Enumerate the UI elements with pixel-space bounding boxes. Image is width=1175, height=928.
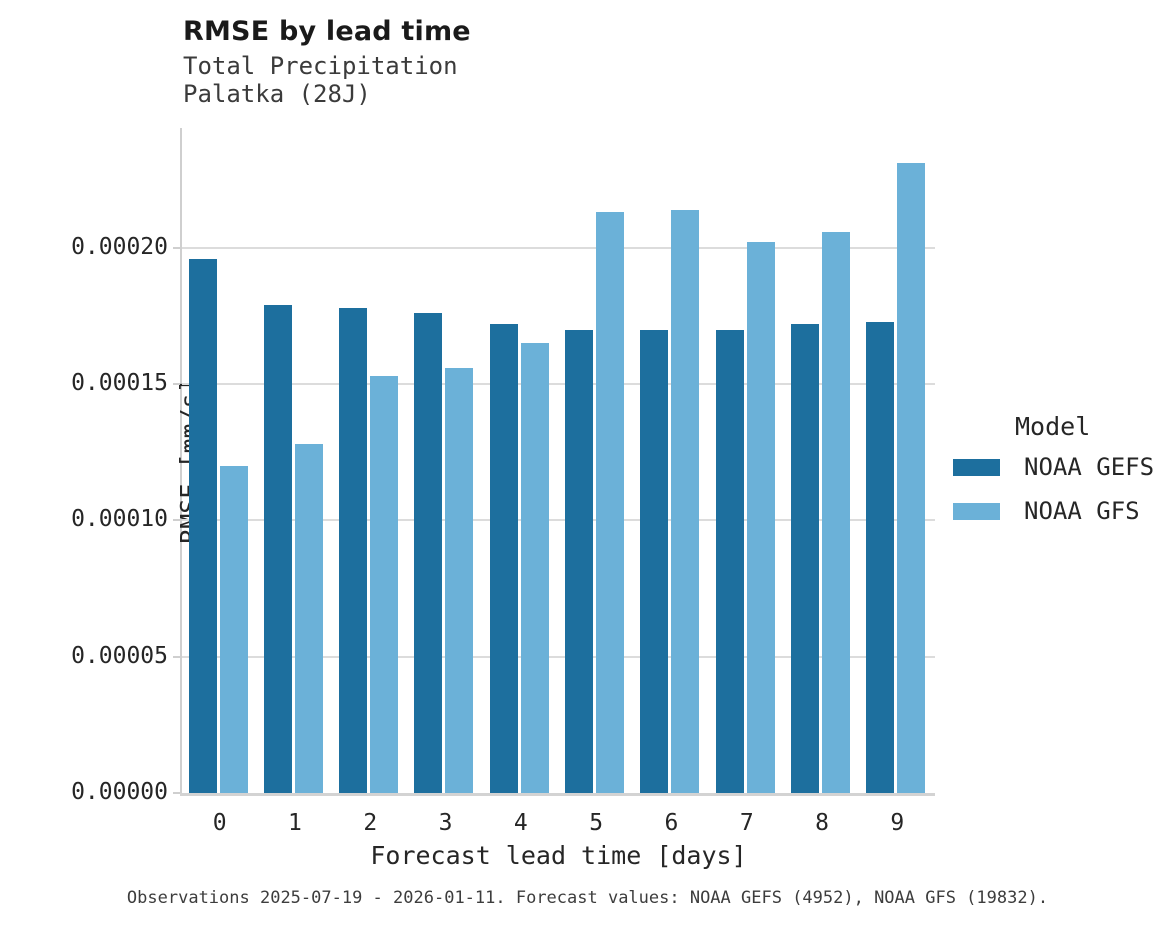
- bar-noaa-gfs-day7: [746, 242, 775, 793]
- legend: Model NOAA GEFS NOAA GFS: [953, 412, 1154, 541]
- x-tick-label: 9: [890, 810, 905, 836]
- y-tick-mark: [173, 383, 180, 386]
- y-tick-label: 0.00020: [71, 233, 168, 260]
- y-tick-label: 0.00010: [71, 506, 168, 533]
- footer-caption: Observations 2025-07-19 - 2026-01-11. Fo…: [126, 888, 1049, 908]
- y-tick-label: 0.00015: [71, 370, 168, 397]
- bar-noaa-gefs-day6: [640, 330, 669, 793]
- legend-label: NOAA GFS: [1024, 497, 1140, 525]
- bar-noaa-gfs-day8: [821, 232, 850, 793]
- x-tick-label: 1: [288, 810, 302, 836]
- x-tick-label: 7: [739, 810, 754, 836]
- y-tick-label: 0.00000: [71, 779, 168, 805]
- gridline-0.00020: [182, 246, 935, 249]
- bar-noaa-gefs-day7: [715, 330, 744, 793]
- bar-noaa-gfs-day3: [445, 368, 474, 793]
- x-axis-line: [180, 793, 935, 796]
- x-tick-label: 2: [363, 810, 378, 836]
- y-tick-mark: [173, 792, 180, 794]
- y-tick-mark: [173, 246, 180, 249]
- gridline-0.00015: [182, 383, 935, 386]
- bar-noaa-gfs-day1: [294, 444, 323, 793]
- x-tick-label: 4: [513, 810, 528, 836]
- gridline-0.00010: [182, 519, 935, 522]
- y-tick-label: 0.00005: [71, 642, 168, 669]
- x-axis-title: Forecast lead time [days]: [370, 841, 747, 870]
- plot-area: RMSE [mm/s] Forecast lead time [days] 0.…: [71, 128, 935, 870]
- bar-noaa-gefs-day9: [866, 322, 895, 793]
- legend-label: NOAA GEFS: [1024, 453, 1155, 481]
- bar-noaa-gfs-day0: [219, 466, 248, 793]
- legend-entry-noaa-gfs: NOAA GFS: [953, 497, 1154, 525]
- bar-noaa-gefs-day5: [565, 330, 593, 793]
- bar-noaa-gfs-day9: [897, 163, 926, 793]
- bar-noaa-gefs-day4: [489, 324, 518, 793]
- y-tick-mark: [173, 519, 180, 522]
- bar-noaa-gefs-day2: [339, 308, 368, 793]
- chart-subtitle-variable: Total Precipitation: [183, 52, 458, 80]
- x-tick-label: 6: [664, 810, 679, 836]
- legend-swatch-noaa-gfs: [953, 502, 1000, 520]
- bar-noaa-gefs-day0: [188, 259, 217, 793]
- legend-swatch-noaa-gefs: [953, 458, 1000, 476]
- bar-noaa-gfs-day2: [370, 376, 399, 793]
- x-tick-label: 3: [438, 810, 453, 836]
- y-axis-line: [180, 128, 182, 796]
- bar-noaa-gefs-day3: [414, 313, 443, 793]
- bar-noaa-gfs-day5: [596, 212, 624, 793]
- legend-title: Model: [1015, 412, 1091, 441]
- gridline-0.00005: [182, 655, 935, 658]
- bar-noaa-gefs-day1: [263, 305, 292, 793]
- x-tick-label: 5: [589, 810, 604, 836]
- chart-subtitle-station: Palatka (28J): [183, 80, 371, 108]
- y-tick-mark: [173, 655, 180, 658]
- x-tick-label: 8: [815, 810, 829, 836]
- x-tick-label: 0: [212, 810, 227, 836]
- bar-noaa-gfs-day6: [671, 210, 700, 793]
- bar-noaa-gefs-day8: [790, 324, 819, 793]
- chart-title: RMSE by lead time: [183, 16, 471, 47]
- legend-entry-noaa-gefs: NOAA GEFS: [953, 453, 1154, 481]
- bar-noaa-gfs-day4: [520, 343, 549, 793]
